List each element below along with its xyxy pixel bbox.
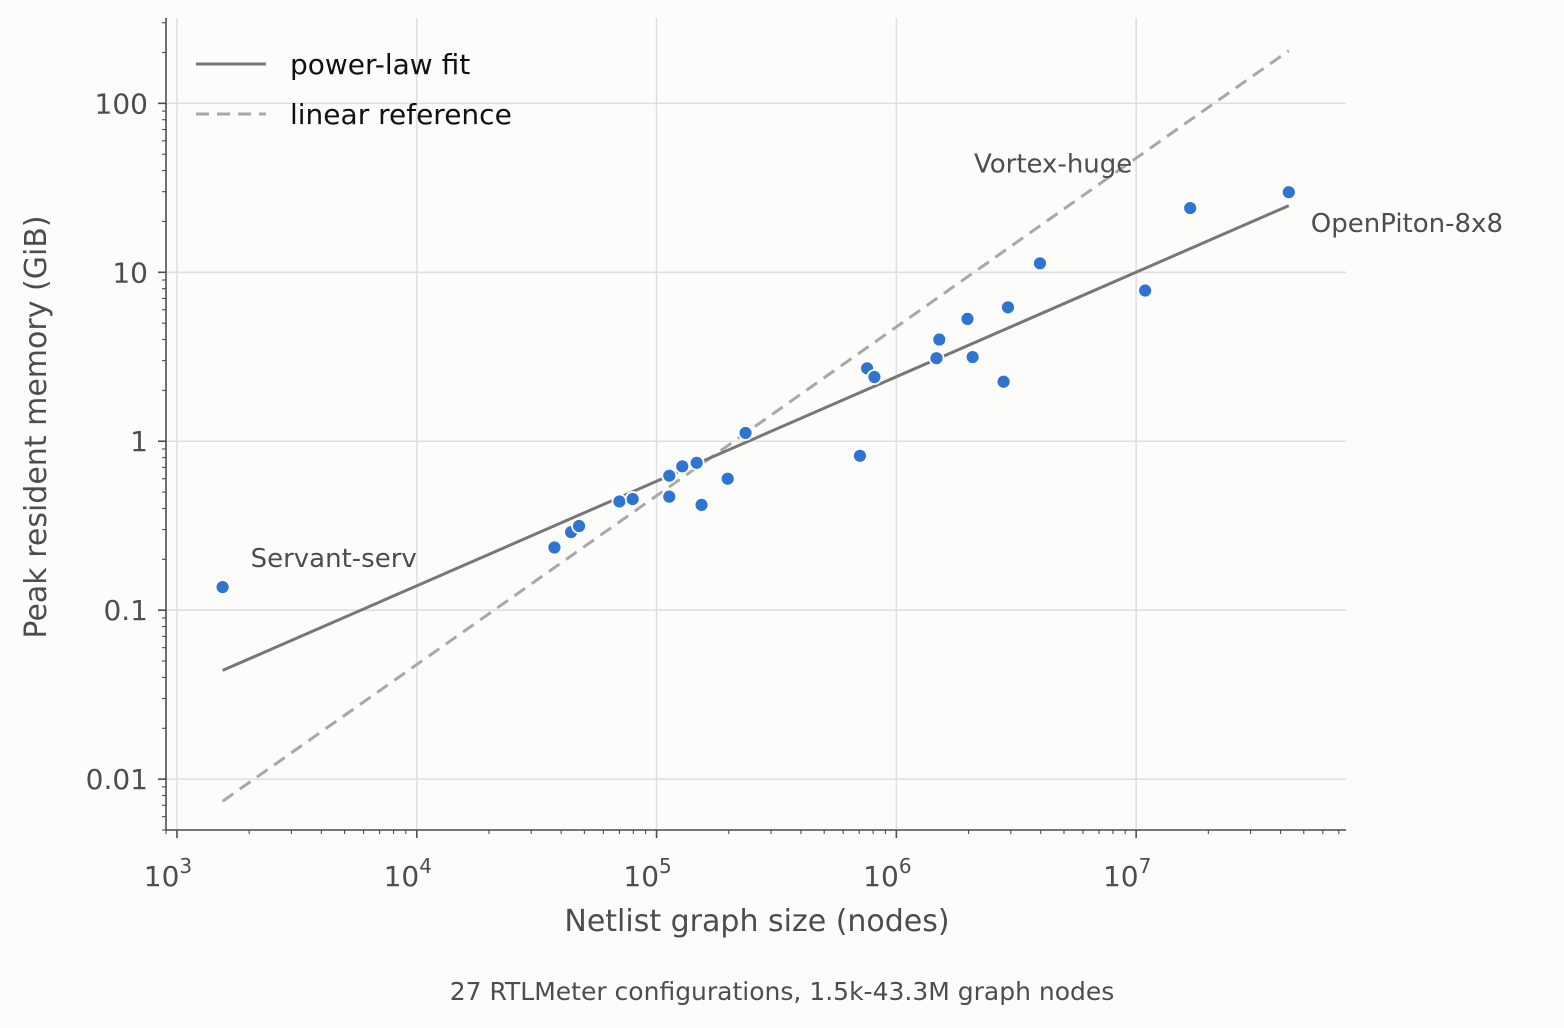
data-point: [674, 458, 691, 475]
x-tick-label: 106: [863, 854, 911, 893]
data-point: [1032, 255, 1048, 272]
data-point: [737, 425, 754, 441]
y-axis-label: Peak resident memory (GiB): [19, 215, 54, 638]
data-point: [1280, 184, 1297, 201]
data-point: [964, 349, 981, 365]
y-tick-label: 1: [130, 425, 148, 458]
x-tick-exponent: 5: [659, 854, 672, 878]
data-point: [959, 310, 976, 327]
linear-reference-line: [221, 49, 1290, 803]
y-tick-label: 100: [95, 87, 148, 120]
data-point: [719, 470, 736, 487]
x-axis-label: Netlist graph size (nodes): [564, 904, 949, 939]
y-tick-label: 10: [112, 256, 148, 289]
y-tick-label: 0.1: [103, 594, 148, 627]
major-ticks: [158, 102, 1137, 838]
data-point: [611, 493, 628, 510]
point-annotations: Servant-serv Vortex-huge OpenPiton-8x8: [251, 149, 1503, 574]
data-point: [1137, 282, 1154, 299]
x-tick-exponent: 6: [899, 854, 912, 878]
data-point: [995, 373, 1012, 390]
point-annotation: Vortex-huge: [974, 149, 1132, 179]
data-point: [624, 491, 641, 507]
data-point: [571, 518, 587, 534]
y-tick-label: 0.01: [86, 763, 148, 796]
y-tick-labels: 0.01 0.1 1 10 100: [86, 87, 148, 796]
data-point: [661, 467, 678, 484]
point-annotation: OpenPiton-8x8: [1311, 209, 1503, 239]
data-points: [214, 184, 1297, 595]
data-point: [1000, 299, 1016, 316]
data-point: [852, 447, 868, 464]
legend-label-linear-reference: linear reference: [290, 98, 512, 131]
data-point: [693, 496, 710, 513]
x-tick-label: 107: [1103, 854, 1151, 893]
x-tick-exponent: 4: [419, 854, 432, 878]
chart-caption: 27 RTLMeter configurations, 1.5k-43.3M g…: [450, 977, 1115, 1006]
legend-label-power-law-fit: power-law fit: [290, 48, 470, 81]
data-point: [688, 454, 705, 471]
x-tick-labels: 103 104 105 106 107: [144, 854, 1152, 893]
data-point: [931, 331, 948, 348]
x-tick-exponent: 3: [179, 854, 192, 878]
data-point: [661, 488, 678, 505]
legend: power-law fit linear reference: [196, 48, 512, 131]
data-point: [928, 350, 945, 367]
point-annotation: Servant-serv: [251, 544, 417, 574]
x-tick-label: 103: [144, 854, 192, 893]
data-point: [214, 579, 231, 595]
power-law-fit-line: [222, 204, 1290, 672]
data-point: [866, 369, 883, 385]
x-tick-exponent: 7: [1139, 854, 1152, 878]
data-point: [1182, 200, 1199, 216]
x-tick-label: 104: [384, 854, 432, 893]
data-point: [546, 539, 563, 556]
x-tick-label: 105: [623, 854, 671, 893]
